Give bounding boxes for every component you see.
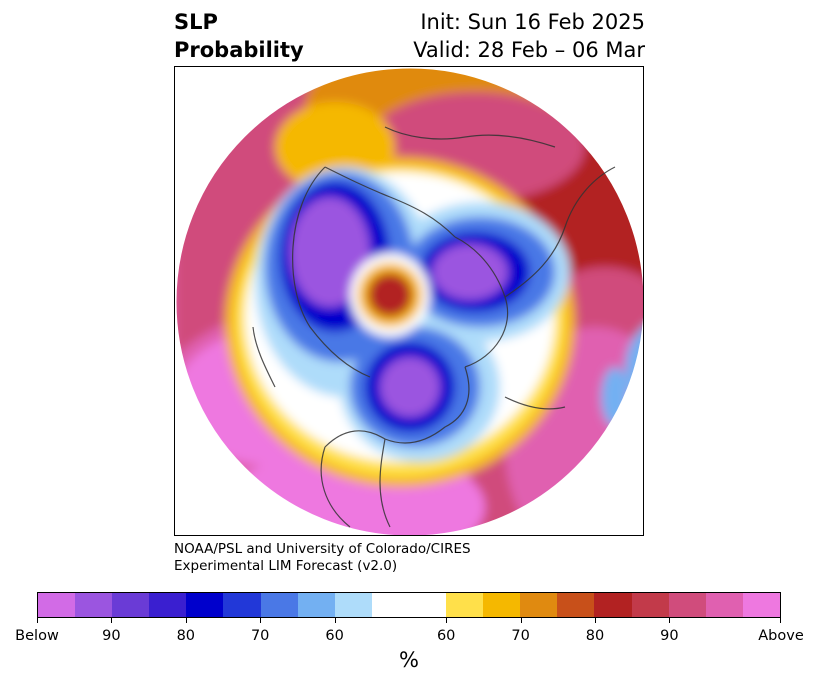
colorbar-swatch bbox=[75, 593, 113, 617]
colorbar-tick-mark bbox=[780, 618, 781, 623]
polar-map bbox=[175, 67, 643, 535]
map-title: SLP Probability bbox=[174, 8, 304, 64]
globe-outline bbox=[175, 67, 643, 535]
map-panel bbox=[174, 66, 644, 536]
colorbar-tick-label: 70 bbox=[511, 628, 530, 644]
colorbar-tick-mark bbox=[446, 618, 448, 623]
colorbar-swatch bbox=[483, 593, 521, 617]
colorbar-tick-mark bbox=[37, 618, 38, 623]
init-date: Init: Sun 16 Feb 2025 bbox=[420, 10, 645, 34]
credit-text: NOAA/PSL and University of Colorado/CIRE… bbox=[174, 541, 471, 575]
colorbar-swatch bbox=[520, 593, 558, 617]
coastlines bbox=[252, 126, 616, 528]
colorbar-tick-label: 90 bbox=[660, 628, 679, 644]
colorbar-swatch bbox=[668, 593, 706, 617]
colorbar-swatch bbox=[594, 593, 632, 617]
credit-line-2: Experimental LIM Forecast (v2.0) bbox=[174, 558, 398, 574]
colorbar-tick-mark bbox=[111, 618, 113, 623]
colorbar-swatch bbox=[260, 593, 298, 617]
colorbar bbox=[37, 592, 781, 618]
colorbar-swatch bbox=[742, 593, 780, 617]
colorbar-tick-label: 90 bbox=[102, 628, 121, 644]
colorbar-tick-label: 60 bbox=[436, 628, 456, 644]
colorbar-tick-label: Above bbox=[758, 628, 804, 644]
credit-line-1: NOAA/PSL and University of Colorado/CIRE… bbox=[174, 541, 471, 557]
colorbar-swatch bbox=[631, 593, 669, 617]
colorbar-swatch bbox=[112, 593, 150, 617]
colorbar-swatch bbox=[223, 593, 261, 617]
colorbar-tick-mark bbox=[520, 618, 522, 623]
probability-field bbox=[176, 68, 643, 535]
colorbar-swatch bbox=[186, 593, 224, 617]
colorbar-tick-mark bbox=[334, 618, 336, 623]
colorbar-tick-mark bbox=[669, 618, 671, 623]
colorbar-swatch bbox=[446, 593, 484, 617]
colorbar-swatch bbox=[557, 593, 595, 617]
colorbar-swatch bbox=[38, 593, 76, 617]
colorbar-tick-mark bbox=[595, 618, 596, 623]
colorbar-tick-label: 80 bbox=[585, 628, 605, 644]
colorbar-swatch bbox=[705, 593, 743, 617]
colorbar-swatch bbox=[371, 593, 447, 617]
title-line-2: Probability bbox=[174, 38, 304, 62]
colorbar-tick-label: 80 bbox=[176, 628, 196, 644]
forecast-dates: Init: Sun 16 Feb 2025 Valid: 28 Feb – 06… bbox=[413, 8, 645, 64]
colorbar-tick-label: 70 bbox=[250, 628, 270, 644]
title-line-1: SLP bbox=[174, 10, 218, 34]
colorbar-swatch bbox=[334, 593, 372, 617]
colorbar-swatch bbox=[297, 593, 335, 617]
colorbar-tick-label: 60 bbox=[325, 628, 344, 644]
colorbar-unit: % bbox=[399, 648, 419, 672]
colorbar-tick-label: Below bbox=[15, 628, 59, 644]
colorbar-swatch bbox=[149, 593, 187, 617]
colorbar-tick-mark bbox=[260, 618, 262, 623]
colorbar-tick-mark bbox=[185, 618, 187, 623]
valid-date: Valid: 28 Feb – 06 Mar bbox=[413, 38, 645, 62]
